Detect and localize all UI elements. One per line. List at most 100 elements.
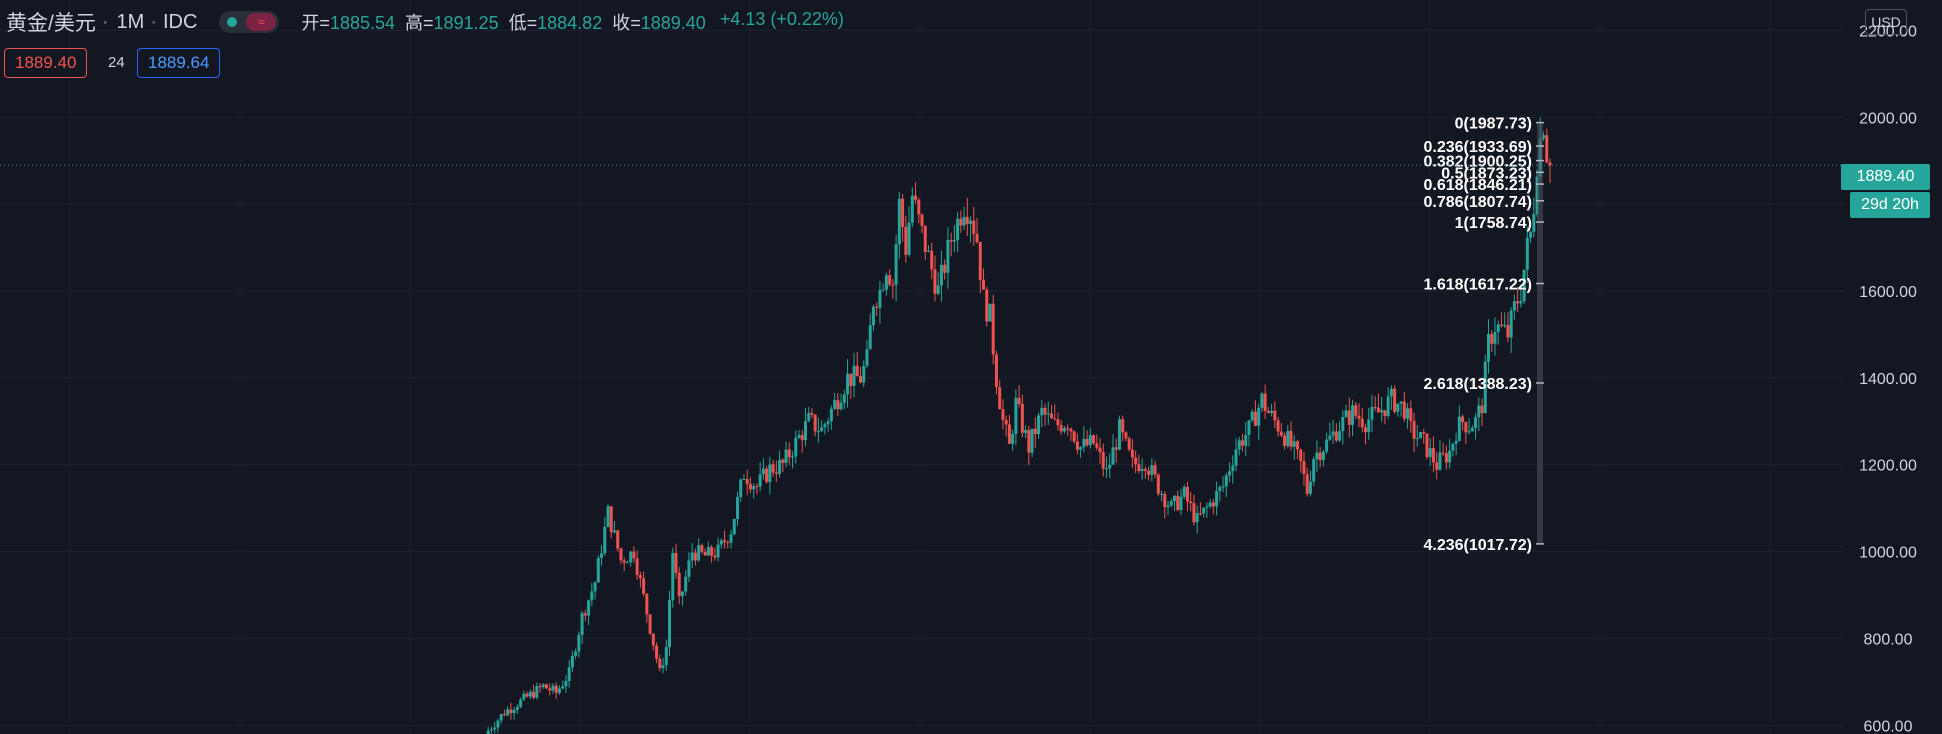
candle-body[interactable] bbox=[1127, 438, 1131, 450]
candle-body[interactable] bbox=[985, 289, 989, 322]
candle-body[interactable] bbox=[791, 456, 795, 458]
candle-body[interactable] bbox=[1325, 439, 1329, 452]
candle-body[interactable] bbox=[768, 464, 772, 482]
candle-body[interactable] bbox=[836, 400, 840, 410]
candle-body[interactable] bbox=[1260, 393, 1264, 408]
candle-body[interactable] bbox=[512, 710, 516, 713]
candle-body[interactable] bbox=[907, 222, 911, 255]
candle-body[interactable] bbox=[1105, 468, 1109, 470]
candle-body[interactable] bbox=[1286, 430, 1290, 446]
candle-body[interactable] bbox=[496, 720, 500, 728]
candle-body[interactable] bbox=[1292, 441, 1296, 447]
candle-body[interactable] bbox=[1451, 443, 1455, 451]
candle-body[interactable] bbox=[1512, 301, 1516, 311]
candle-body[interactable] bbox=[651, 633, 655, 646]
candle-body[interactable] bbox=[1156, 474, 1160, 494]
candle-body[interactable] bbox=[1147, 470, 1151, 475]
candle-body[interactable] bbox=[1425, 433, 1429, 457]
fib-range-bar[interactable] bbox=[1537, 122, 1543, 544]
candle-body[interactable] bbox=[755, 486, 759, 488]
candle-body[interactable] bbox=[1163, 493, 1167, 508]
candle-body[interactable] bbox=[538, 686, 542, 688]
candle-body[interactable] bbox=[1169, 501, 1173, 506]
candle-body[interactable] bbox=[1441, 452, 1445, 454]
candle-body[interactable] bbox=[1461, 416, 1465, 423]
candle-body[interactable] bbox=[781, 459, 785, 463]
candle-body[interactable] bbox=[545, 684, 549, 689]
candle-body[interactable] bbox=[541, 684, 545, 688]
sell-price-button[interactable]: 1889.40 bbox=[4, 48, 88, 78]
candle-body[interactable] bbox=[600, 553, 604, 558]
price-axis[interactable]: 600.00 800.00 1000.00 1200.00 1400.00 1600.00… bbox=[1859, 23, 1917, 734]
candle-body[interactable] bbox=[1202, 507, 1206, 514]
candle-body[interactable] bbox=[1483, 361, 1487, 414]
candle-body[interactable] bbox=[868, 325, 872, 350]
candle-body[interactable] bbox=[862, 365, 866, 383]
candle-body[interactable] bbox=[823, 424, 827, 428]
candle-body[interactable] bbox=[1004, 419, 1008, 425]
candle-body[interactable] bbox=[910, 195, 914, 223]
candle-body[interactable] bbox=[703, 551, 707, 556]
candle-body[interactable] bbox=[943, 264, 947, 273]
candle-body[interactable] bbox=[952, 240, 956, 242]
candle-body[interactable] bbox=[1179, 496, 1183, 510]
candle-body[interactable] bbox=[729, 534, 733, 543]
candle-body[interactable] bbox=[1299, 449, 1303, 462]
candle-body[interactable] bbox=[1134, 457, 1138, 465]
candle-body[interactable] bbox=[891, 284, 895, 286]
candle-body[interactable] bbox=[1363, 427, 1367, 433]
buy-price-button[interactable]: 1889.64 bbox=[137, 48, 221, 78]
candle-body[interactable] bbox=[1263, 393, 1267, 411]
candle-body[interactable] bbox=[1318, 452, 1322, 461]
candle-body[interactable] bbox=[1383, 410, 1387, 416]
candle-body[interactable] bbox=[1506, 325, 1510, 338]
candle-body[interactable] bbox=[489, 729, 493, 731]
candle-body[interactable] bbox=[901, 198, 905, 227]
candle-body[interactable] bbox=[965, 216, 969, 224]
candle-body[interactable] bbox=[1448, 450, 1452, 463]
candle-body[interactable] bbox=[1247, 420, 1251, 435]
candle-body[interactable] bbox=[1283, 435, 1287, 446]
candle-body[interactable] bbox=[700, 545, 704, 552]
candle-body[interactable] bbox=[1092, 435, 1096, 444]
candle-body[interactable] bbox=[1195, 513, 1199, 523]
candle-body[interactable] bbox=[638, 575, 642, 579]
candle-body[interactable] bbox=[748, 484, 752, 490]
candle-body[interactable] bbox=[1069, 428, 1073, 432]
candle-body[interactable] bbox=[865, 349, 869, 366]
candle-body[interactable] bbox=[988, 303, 992, 322]
candle-body[interactable] bbox=[1296, 441, 1300, 450]
candle-body[interactable] bbox=[1001, 409, 1005, 420]
candle-body[interactable] bbox=[1341, 417, 1345, 432]
candle-body[interactable] bbox=[930, 250, 934, 270]
candle-body[interactable] bbox=[486, 730, 490, 734]
candle-body[interactable] bbox=[735, 496, 739, 519]
candle-body[interactable] bbox=[525, 693, 529, 697]
candle-body[interactable] bbox=[583, 613, 587, 616]
candle-body[interactable] bbox=[1166, 505, 1170, 508]
candle-body[interactable] bbox=[1208, 502, 1212, 507]
candle-body[interactable] bbox=[661, 665, 665, 669]
candle-body[interactable] bbox=[1532, 214, 1536, 232]
candle-body[interactable] bbox=[1007, 424, 1011, 444]
candle-body[interactable] bbox=[774, 472, 778, 474]
candle-body[interactable] bbox=[1114, 447, 1118, 450]
candle-body[interactable] bbox=[787, 449, 791, 458]
candle-body[interactable] bbox=[587, 600, 591, 616]
candle-body[interactable] bbox=[713, 555, 717, 558]
candle-body[interactable] bbox=[509, 709, 513, 713]
candle-body[interactable] bbox=[619, 548, 623, 561]
candle-body[interactable] bbox=[1098, 447, 1102, 453]
candle-body[interactable] bbox=[1011, 433, 1015, 444]
candle-body[interactable] bbox=[826, 421, 830, 425]
candle-body[interactable] bbox=[609, 506, 613, 533]
interval-label[interactable]: 1M bbox=[116, 10, 145, 33]
candle-body[interactable] bbox=[1519, 301, 1523, 304]
candle-body[interactable] bbox=[1367, 419, 1371, 433]
candle-body[interactable] bbox=[923, 225, 927, 252]
candle-body[interactable] bbox=[761, 468, 765, 475]
candle-body[interactable] bbox=[978, 241, 982, 280]
candle-body[interactable] bbox=[1030, 428, 1034, 453]
candle-body[interactable] bbox=[765, 468, 769, 482]
